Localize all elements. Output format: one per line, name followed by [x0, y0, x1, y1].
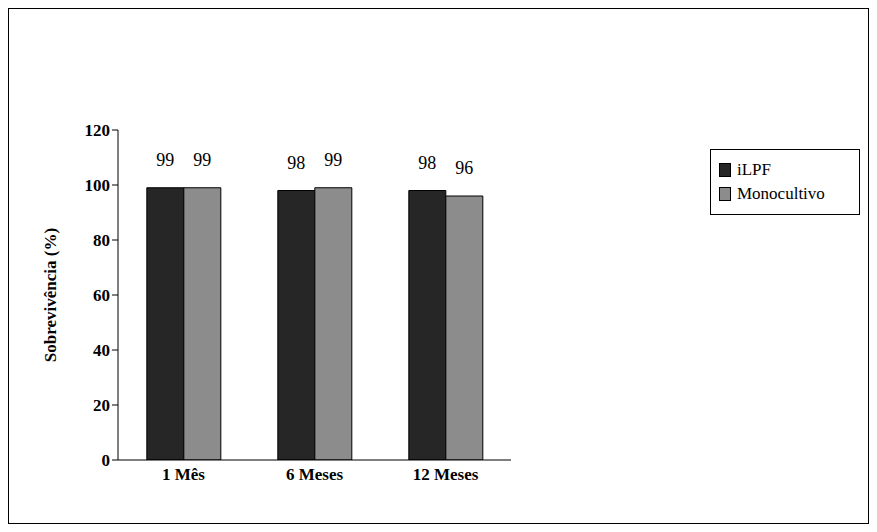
- svg-text:80: 80: [93, 231, 110, 250]
- svg-text:Sobrevivência (%): Sobrevivência (%): [41, 228, 60, 362]
- svg-text:20: 20: [93, 396, 110, 415]
- svg-text:6 Meses: 6 Meses: [286, 465, 344, 484]
- svg-text:99: 99: [156, 150, 174, 170]
- html-text:iLPF: iLPF: [737, 160, 771, 179]
- html-text:Monocultivo: Monocultivo: [737, 184, 825, 203]
- svg-text:99: 99: [193, 150, 211, 170]
- svg-text:99: 99: [324, 150, 342, 170]
- svg-text:0: 0: [102, 451, 111, 470]
- svg-text:98: 98: [287, 153, 305, 173]
- svg-text:120: 120: [85, 121, 111, 140]
- svg-text:100: 100: [85, 176, 111, 195]
- svg-text:12 Meses: 12 Meses: [413, 465, 479, 484]
- svg-text:1 Mês: 1 Mês: [162, 465, 205, 484]
- svg-text:60: 60: [93, 286, 110, 305]
- svg-text:40: 40: [93, 341, 110, 360]
- svg-text:98: 98: [418, 153, 436, 173]
- svg-text:96: 96: [455, 158, 473, 178]
